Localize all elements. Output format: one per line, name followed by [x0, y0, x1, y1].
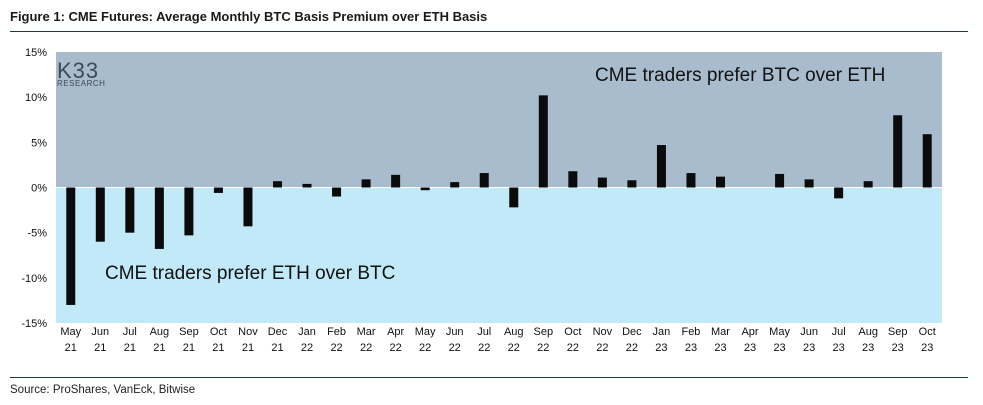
- x-tick-label: Apr 23: [741, 326, 758, 354]
- x-axis-ticks: May 21 Jun 21 Jul 21 Aug 21 Sep 21 Oct 21 Nov 21 Dec 21…: [60, 326, 935, 354]
- title-rule: [10, 31, 968, 32]
- x-tick-label: May 21: [60, 326, 81, 354]
- x-tick-label: Feb 22: [327, 326, 346, 354]
- x-tick-label: Sep 21: [179, 326, 199, 354]
- source-rule: [10, 377, 968, 378]
- x-tick-label: Jun 22: [446, 326, 464, 354]
- bar-jan-23: [656, 145, 666, 188]
- x-tick-label: Feb 23: [681, 326, 700, 354]
- bar-may-22: [420, 187, 430, 191]
- y-tick-label: 0%: [31, 183, 47, 195]
- bar-oct-22: [568, 171, 578, 188]
- bar-feb-22: [332, 187, 342, 197]
- x-tick-label: Apr 22: [387, 326, 404, 354]
- y-tick-label: -10%: [21, 273, 47, 285]
- bar-feb-23: [686, 173, 696, 188]
- x-tick-label: Oct 21: [210, 326, 227, 354]
- bar-aug-23: [863, 181, 873, 188]
- y-tick-label: 5%: [31, 137, 47, 149]
- bar-jun-23: [804, 179, 814, 188]
- x-tick-label: May 23: [769, 326, 790, 354]
- bar-aug-21: [154, 187, 164, 249]
- bar-oct-21: [213, 187, 223, 193]
- bar-jun-21: [95, 187, 105, 242]
- bar-nov-22: [597, 177, 607, 188]
- x-tick-label: Mar 22: [357, 326, 376, 354]
- btc-preferred-band: [56, 52, 942, 188]
- bar-mar-22: [361, 179, 371, 188]
- bar-aug-22: [509, 187, 519, 208]
- figure-title: Figure 1: CME Futures: Average Monthly B…: [10, 9, 488, 24]
- bar-nov-21: [243, 187, 253, 227]
- x-tick-label: Jun 23: [800, 326, 818, 354]
- bars: [66, 95, 932, 305]
- x-tick-label: Sep 22: [534, 326, 554, 354]
- bar-jul-23: [834, 187, 844, 199]
- logo-main-text: K33: [57, 58, 99, 83]
- bar-apr-22: [391, 174, 401, 188]
- x-tick-label: Jul 21: [123, 326, 137, 354]
- bar-mar-23: [716, 176, 725, 188]
- x-tick-label: Jul 22: [477, 326, 491, 354]
- x-tick-label: Dec 22: [622, 326, 642, 354]
- y-tick-label: -15%: [21, 318, 47, 330]
- x-tick-label: Oct 23: [919, 326, 936, 354]
- bar-may-21: [66, 187, 76, 305]
- bar-dec-21: [273, 181, 282, 188]
- y-tick-label: 15%: [25, 47, 47, 59]
- x-tick-label: Nov 21: [238, 326, 258, 354]
- bar-sep-22: [538, 95, 548, 188]
- x-tick-label: Jul 23: [832, 326, 846, 354]
- logo-sub-text: RESEARCH: [57, 79, 105, 88]
- bar-jan-22: [302, 183, 312, 188]
- annotation-eth-preferred: CME traders prefer ETH over BTC: [105, 263, 395, 284]
- x-tick-label: Aug 22: [504, 326, 524, 354]
- bar-may-23: [775, 173, 785, 188]
- x-tick-label: Aug 21: [150, 326, 170, 354]
- bar-jul-22: [479, 173, 489, 188]
- x-tick-label: Mar 23: [711, 326, 730, 354]
- x-tick-label: Dec 21: [268, 326, 288, 354]
- x-tick-label: Jan 22: [298, 326, 316, 354]
- x-tick-label: Sep 23: [888, 326, 908, 354]
- x-tick-label: Aug 23: [858, 326, 878, 354]
- bar-sep-21: [184, 187, 194, 236]
- bar-sep-23: [893, 115, 903, 188]
- x-tick-label: Jan 23: [653, 326, 671, 354]
- y-tick-label: 10%: [25, 92, 47, 104]
- bar-dec-22: [627, 180, 637, 188]
- x-tick-label: Jun 21: [91, 326, 109, 354]
- source-note: Source: ProShares, VanEck, Bitwise: [10, 384, 196, 396]
- bar-oct-23: [922, 134, 932, 188]
- bar-jun-22: [450, 182, 460, 188]
- bar-jul-21: [125, 187, 135, 233]
- eth-preferred-band: [56, 187, 942, 323]
- x-tick-label: May 22: [415, 326, 436, 354]
- y-tick-label: -5%: [27, 228, 47, 240]
- k33-logo: K33 RESEARCH: [57, 58, 105, 88]
- y-axis-ticks: 15% 10% 5% 0% -5% -10% -15%: [21, 47, 47, 330]
- annotation-btc-preferred: CME traders prefer BTC over ETH: [595, 65, 885, 86]
- x-tick-label: Oct 22: [564, 326, 581, 354]
- x-tick-label: Nov 22: [593, 326, 613, 354]
